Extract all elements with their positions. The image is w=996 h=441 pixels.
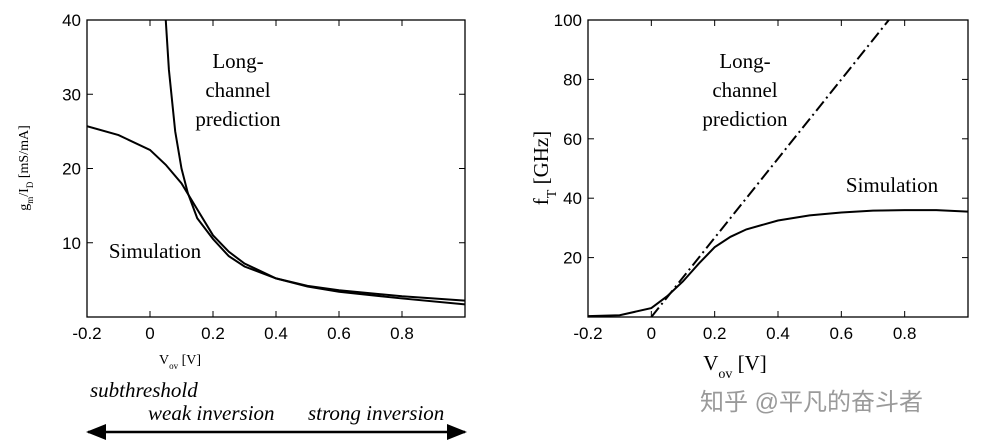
y-tick-label: 30 (62, 85, 81, 104)
x-tick-label: -0.2 (573, 324, 602, 343)
annotation: Simulation (846, 173, 939, 197)
annotation: Long- (719, 49, 770, 73)
axis-label: fT [GHz] (529, 131, 560, 205)
axis-label-part: m (25, 197, 35, 204)
axis-label-part: V (703, 351, 718, 375)
region-label: weak inversion (148, 401, 275, 425)
watermark: 知乎 @平凡的奋斗者 (700, 389, 923, 416)
y-tick-label: 10 (62, 234, 81, 253)
y-tick-label: 100 (554, 11, 582, 30)
x-tick-label: 0.8 (390, 324, 414, 343)
axis-label-part: /I (17, 188, 32, 197)
x-tick-label: 0.8 (893, 324, 917, 343)
axis-label-part: g (17, 204, 32, 211)
axis-label-part: f (529, 198, 553, 205)
annotation: Long- (212, 49, 263, 73)
annotation: Simulation (109, 239, 202, 263)
plot-frame (587, 19, 969, 318)
region-label: strong inversion (308, 401, 444, 425)
series-line (164, 20, 465, 302)
axis-label-part: V (159, 353, 169, 368)
region-label: subthreshold (90, 378, 198, 402)
annotation: channel (712, 78, 777, 102)
plot-frame (86, 19, 466, 318)
axis-label-part: [V] (732, 351, 766, 375)
x-tick-label: 0.2 (703, 324, 727, 343)
y-tick-label: 20 (62, 160, 81, 179)
annotation: prediction (702, 107, 788, 131)
series-line (87, 125, 465, 306)
y-tick-label: 60 (563, 130, 582, 149)
axis-label-part: [V] (178, 353, 201, 368)
axis-label: Vov [V] (159, 353, 201, 371)
y-tick-label: 40 (62, 11, 81, 30)
x-tick-label: 0.6 (830, 324, 854, 343)
axis-label-part: [GHz] (529, 131, 553, 190)
axis-label-part: [mS/mA] (17, 125, 32, 181)
axis-label: gm/ID [mS/mA] (17, 125, 35, 210)
x-tick-label: 0.4 (264, 324, 288, 343)
x-tick-label: 0.6 (327, 324, 351, 343)
annotation: prediction (195, 107, 281, 131)
axis-label-part: ov (169, 361, 179, 371)
x-tick-label: 0 (145, 324, 154, 343)
x-tick-label: -0.2 (72, 324, 101, 343)
axis-label-part: T (545, 189, 560, 198)
axis-label-part: D (25, 181, 35, 188)
x-tick-label: 0.4 (766, 324, 790, 343)
series-line (650, 20, 890, 317)
y-tick-label: 80 (563, 70, 582, 89)
axis-label-part: ov (718, 367, 732, 382)
series-line (588, 209, 968, 317)
annotation: channel (205, 78, 270, 102)
axis-label: Vov [V] (703, 351, 767, 382)
x-tick-label: 0.2 (201, 324, 225, 343)
y-tick-label: 20 (563, 249, 582, 268)
x-tick-label: 0 (647, 324, 656, 343)
y-tick-label: 40 (563, 189, 582, 208)
